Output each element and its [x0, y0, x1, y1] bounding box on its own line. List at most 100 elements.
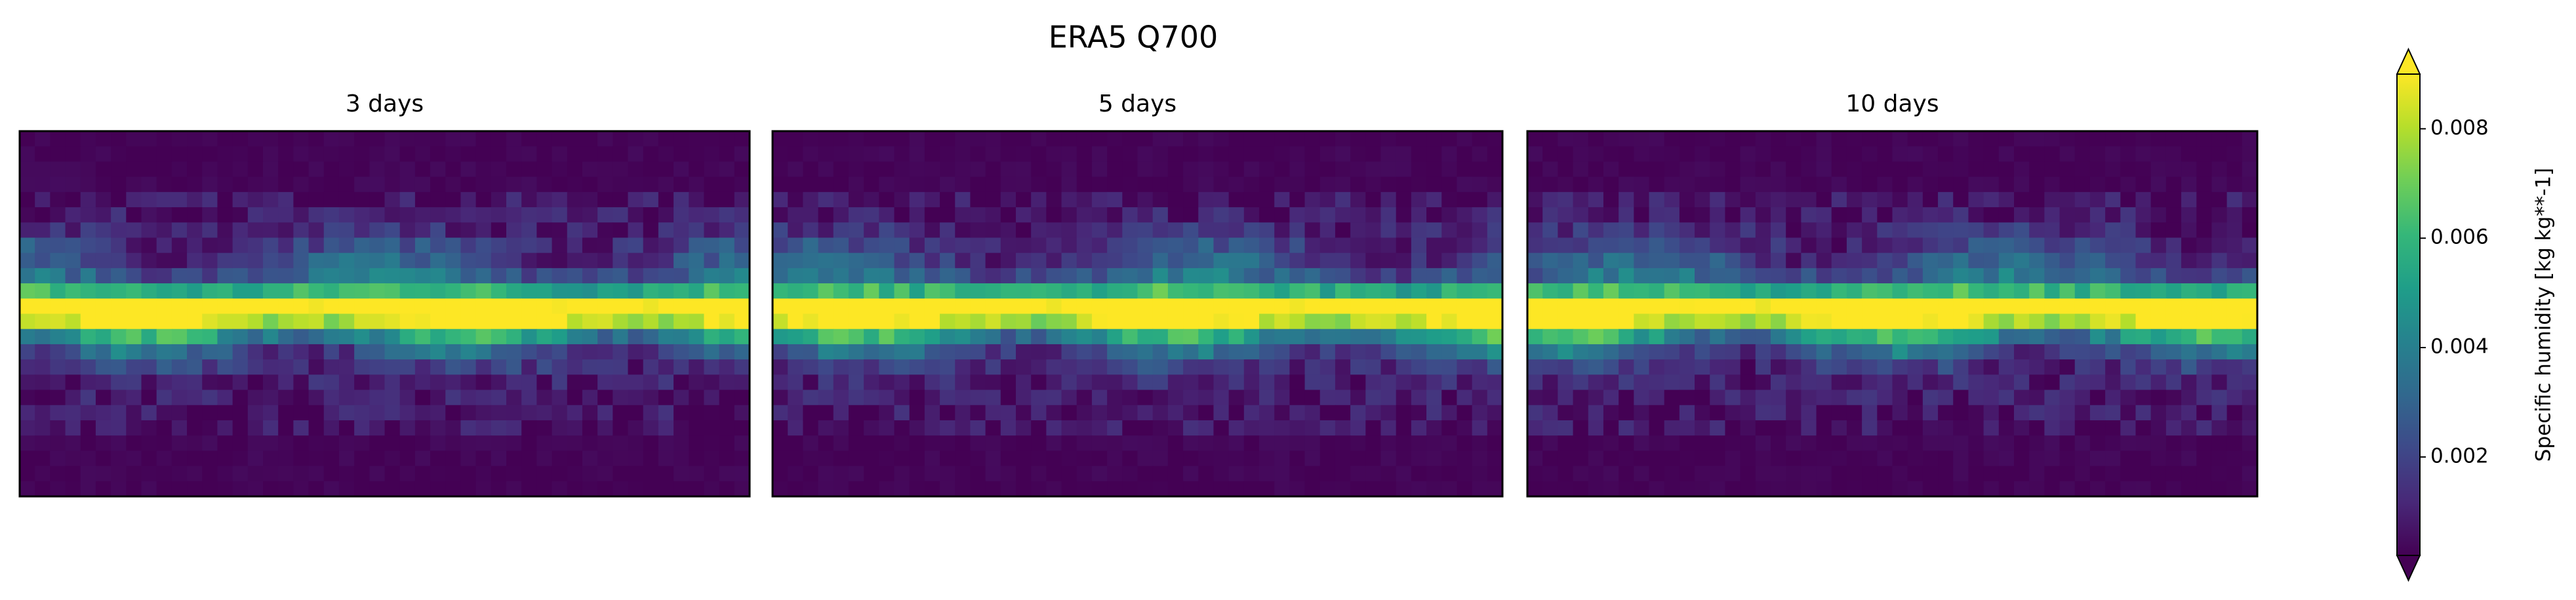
grid-cell [1183, 359, 1199, 375]
grid-cell [1031, 161, 1047, 178]
grid-cell [567, 268, 583, 284]
grid-cell [338, 466, 355, 482]
grid-cell [491, 191, 507, 208]
grid-cell [689, 313, 705, 330]
grid-cell [20, 313, 35, 330]
grid-cell [278, 237, 294, 254]
grid-cell [1664, 420, 1680, 436]
grid-cell [1198, 268, 1215, 284]
grid-cell [1228, 298, 1245, 315]
grid-cell [141, 374, 157, 391]
grid-cell [187, 359, 203, 375]
grid-cell [2226, 283, 2243, 299]
grid-cell [1877, 161, 1893, 178]
grid-cell [1953, 329, 1969, 345]
grid-cell [1695, 283, 1710, 299]
grid-cell [719, 344, 735, 360]
grid-cell [50, 390, 66, 406]
grid-cell [970, 222, 986, 239]
grid-cell [582, 222, 598, 239]
grid-cell [20, 131, 35, 147]
grid-cell [445, 161, 462, 178]
grid-cell [1213, 131, 1230, 147]
grid-cell [1695, 191, 1710, 208]
grid-cell [2044, 298, 2061, 315]
grid-cell [1457, 390, 1473, 406]
grid-cell [1907, 450, 1923, 467]
grid-cell [734, 268, 750, 284]
grid-cell [202, 466, 218, 482]
grid-cell [1588, 298, 1604, 315]
grid-cell [1259, 283, 1275, 299]
grid-cell [278, 390, 294, 406]
grid-cell [833, 313, 849, 330]
grid-cell [1695, 131, 1710, 147]
grid-cell [141, 176, 157, 193]
grid-cell [567, 420, 583, 436]
grid-cell [643, 344, 659, 360]
grid-cell [1213, 146, 1230, 163]
grid-cell [773, 344, 788, 360]
grid-cell [384, 146, 401, 163]
grid-cell [323, 481, 340, 497]
grid-cell [2242, 405, 2258, 421]
grid-cell [1816, 191, 1832, 208]
grid-cell [597, 176, 613, 193]
grid-cell [1634, 252, 1650, 269]
grid-cell [338, 176, 355, 193]
grid-cell [445, 435, 462, 451]
grid-cell [1953, 207, 1969, 223]
grid-cell [460, 420, 477, 436]
grid-cell [2150, 450, 2167, 467]
grid-cell [1938, 466, 1954, 482]
grid-cell [141, 481, 157, 497]
grid-cell [2135, 313, 2152, 330]
grid-cell [1137, 313, 1154, 330]
grid-cell [1472, 207, 1488, 223]
grid-cell [2165, 435, 2182, 451]
grid-cell [50, 481, 66, 497]
grid-cell [369, 405, 386, 421]
grid-cell [1634, 131, 1650, 147]
grid-cell [1487, 222, 1503, 239]
grid-cell [475, 329, 492, 345]
grid-cell [293, 329, 310, 345]
grid-cell [1740, 466, 1756, 482]
grid-cell [1061, 237, 1077, 254]
grid-cell [1527, 252, 1543, 269]
grid-cell [217, 146, 233, 163]
grid-cell [1938, 252, 1954, 269]
grid-cell [1031, 390, 1047, 406]
grid-cell [1877, 283, 1893, 299]
grid-cell [1998, 329, 2015, 345]
grid-cell [2074, 146, 2091, 163]
grid-cell [1983, 268, 2000, 284]
grid-cell [2044, 344, 2061, 360]
grid-cell [2105, 390, 2121, 406]
grid-cell [909, 268, 925, 284]
grid-cell [567, 435, 583, 451]
grid-cell [2044, 450, 2061, 467]
grid-cell [985, 466, 1001, 482]
grid-cell [1725, 420, 1741, 436]
grid-cell [940, 252, 956, 269]
grid-cell [491, 283, 507, 299]
grid-cell [1710, 450, 1726, 467]
grid-cell [788, 298, 803, 315]
grid-cell [2226, 390, 2243, 406]
grid-cell [719, 435, 735, 451]
grid-cell [2196, 131, 2213, 147]
grid-cell [1771, 359, 1786, 375]
grid-cell [1862, 191, 1878, 208]
grid-cell [1016, 313, 1032, 330]
grid-cell [2089, 435, 2106, 451]
grid-cell [1892, 146, 1908, 163]
grid-cell [582, 161, 598, 178]
grid-cell [1198, 481, 1215, 497]
grid-cell [111, 420, 127, 436]
grid-cell [1527, 161, 1543, 178]
grid-cell [1786, 344, 1801, 360]
grid-cell [1877, 435, 1893, 451]
grid-cell [2135, 191, 2152, 208]
grid-cell [1365, 131, 1382, 147]
